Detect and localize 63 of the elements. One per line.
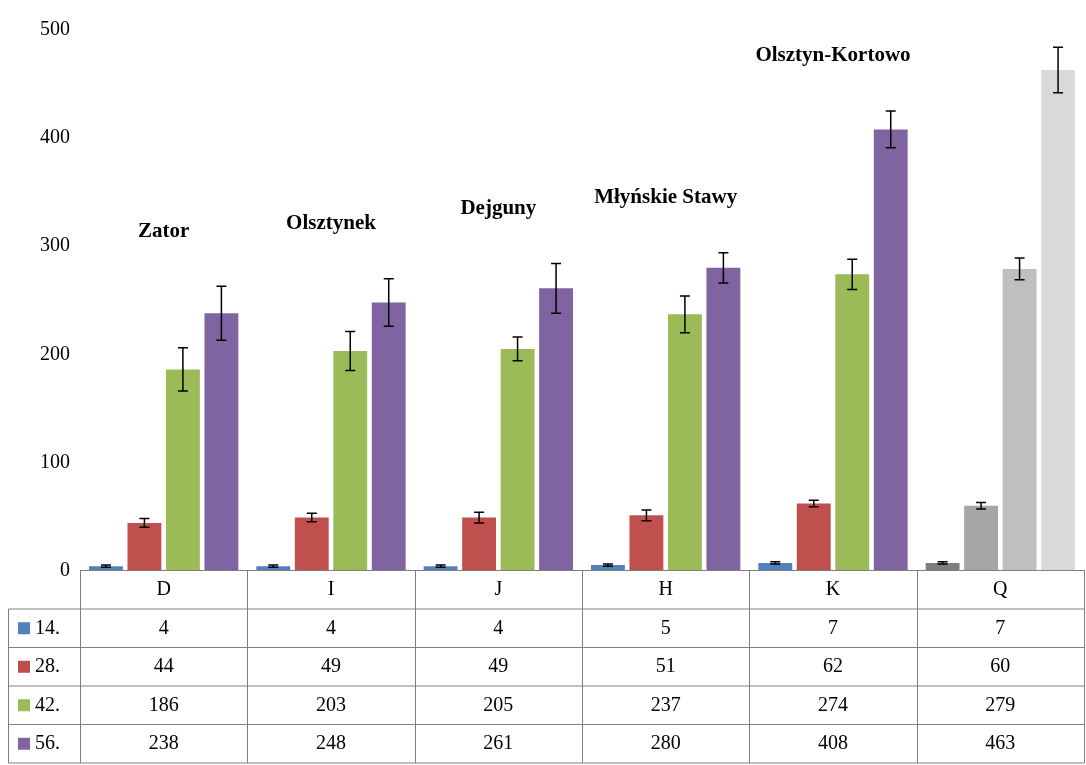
data-label: 261 bbox=[483, 731, 514, 753]
bar bbox=[539, 288, 573, 571]
data-label: 280 bbox=[650, 731, 681, 753]
data-label: 4 bbox=[158, 615, 169, 638]
annotation: Olsztyn-Kortowo bbox=[755, 42, 911, 67]
bar bbox=[964, 505, 999, 571]
annotation: Olsztynek bbox=[286, 210, 377, 235]
data-label: 7 bbox=[995, 615, 1006, 638]
y-tick-label: 100 bbox=[40, 449, 70, 472]
x-tick-label: H bbox=[658, 577, 673, 599]
bar bbox=[706, 267, 741, 571]
data-label: 203 bbox=[316, 692, 346, 715]
data-label: 7 bbox=[828, 615, 838, 638]
data-label: 205 bbox=[483, 692, 514, 715]
data-label: 274 bbox=[818, 692, 848, 715]
data-label: 237 bbox=[650, 692, 681, 715]
bar bbox=[462, 517, 497, 571]
data-label: 186 bbox=[148, 692, 179, 715]
y-tick-label: 400 bbox=[40, 125, 70, 148]
data-label: 49 bbox=[488, 654, 509, 676]
bar bbox=[127, 522, 162, 571]
y-tick-label: 300 bbox=[40, 233, 70, 256]
y-tick-label: 500 bbox=[40, 17, 70, 40]
x-tick-label: Q bbox=[993, 577, 1009, 599]
legend-label: 56. bbox=[35, 731, 60, 753]
data-label: 60 bbox=[990, 654, 1011, 676]
bar bbox=[796, 503, 831, 571]
bar bbox=[333, 351, 368, 571]
annotation: Zator bbox=[138, 217, 190, 242]
data-label: 248 bbox=[316, 731, 346, 753]
data-label: 463 bbox=[985, 731, 1016, 753]
x-tick-label: I bbox=[327, 577, 335, 599]
data-label: 44 bbox=[153, 654, 174, 676]
bar bbox=[165, 369, 200, 571]
data-label: 51 bbox=[655, 654, 676, 676]
data-label: 408 bbox=[818, 731, 848, 753]
legend-label: 42. bbox=[35, 692, 60, 715]
bar bbox=[371, 302, 406, 571]
x-tick-label: K bbox=[825, 577, 841, 599]
x-tick-label: D bbox=[156, 577, 171, 599]
data-label: 4 bbox=[326, 615, 336, 638]
data-label: 238 bbox=[148, 731, 179, 753]
bar bbox=[294, 517, 329, 571]
data-label: 279 bbox=[985, 692, 1016, 715]
legend-label: 28. bbox=[35, 654, 60, 676]
bar bbox=[204, 313, 239, 571]
bar bbox=[1002, 268, 1037, 571]
data-label: 49 bbox=[321, 654, 341, 676]
bar bbox=[873, 129, 908, 571]
bar bbox=[1041, 70, 1075, 571]
bar bbox=[835, 274, 870, 571]
annotation: Dejguny bbox=[460, 194, 537, 219]
bar bbox=[629, 515, 664, 571]
annotation: Młyńskie Stawy bbox=[594, 184, 738, 209]
data-label: 5 bbox=[660, 615, 671, 638]
data-label: 4 bbox=[493, 615, 504, 638]
y-tick-label: 200 bbox=[40, 341, 70, 364]
x-tick-label: J bbox=[494, 577, 503, 599]
bar bbox=[500, 348, 535, 571]
y-tick-label: 0 bbox=[60, 557, 70, 580]
bar bbox=[667, 314, 702, 571]
legend-label: 14. bbox=[35, 615, 60, 638]
data-label: 62 bbox=[823, 654, 843, 676]
